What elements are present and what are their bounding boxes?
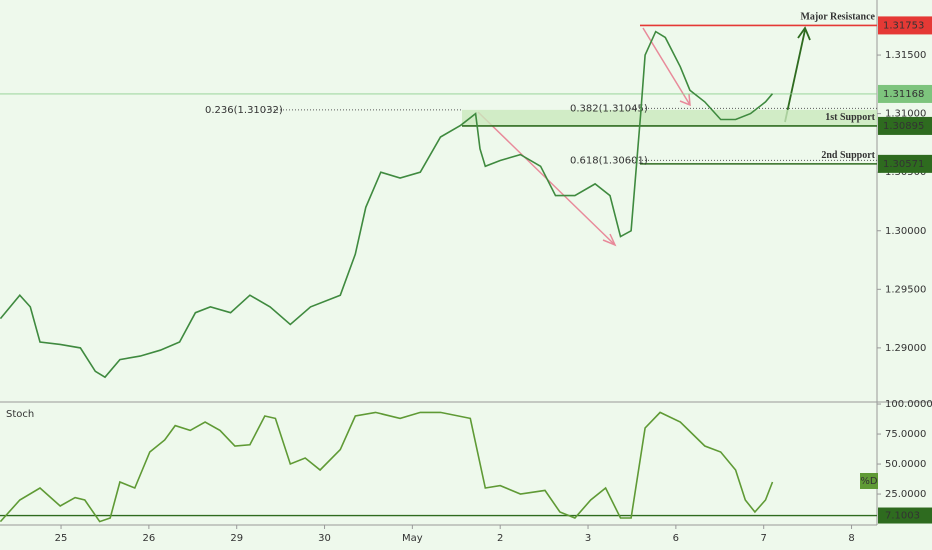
price-pill-label: 1.30571 xyxy=(883,159,924,170)
x-tick-label: 25 xyxy=(55,533,68,544)
support-zone xyxy=(462,109,877,126)
x-tick-label: 2 xyxy=(497,533,503,544)
level-label: Major Resistance xyxy=(800,12,875,23)
x-tick-label: 7 xyxy=(761,533,767,544)
y-tick-label: 1.31000 xyxy=(885,109,926,120)
y-tick-label: 75.0000 xyxy=(885,429,926,440)
green-arrow xyxy=(784,29,806,123)
legend-box xyxy=(860,473,878,489)
y-tick-label: 25.0000 xyxy=(885,489,926,500)
y-tick-label: 1.31500 xyxy=(885,50,926,61)
level-label: 1st Support xyxy=(825,112,875,123)
price-pill-label: 1.30895 xyxy=(883,121,924,132)
x-tick-label: May xyxy=(402,533,423,544)
arrow-head xyxy=(797,26,811,41)
price-pill-label: 1.31168 xyxy=(883,89,924,100)
fib-label: 0.382(1.31045) xyxy=(570,103,648,114)
price-pill-label: 1.31753 xyxy=(883,20,924,31)
x-tick-label: 3 xyxy=(585,533,591,544)
value-pill-label: 7.1003 xyxy=(885,511,920,522)
price-pill xyxy=(878,116,932,135)
y-tick-label: 1.30000 xyxy=(885,226,926,237)
y-tick-label: 1.29500 xyxy=(885,284,926,295)
fib-label: 0.618(1.30601) xyxy=(570,155,648,166)
y-tick-label: 100.0000 xyxy=(885,399,932,410)
x-tick-label: 6 xyxy=(673,533,679,544)
fib-label: 0.236(1.31032) xyxy=(205,105,283,116)
x-tick-label: 26 xyxy=(143,533,156,544)
pane-title: Stoch xyxy=(6,409,34,420)
arrow-head xyxy=(679,93,691,107)
series-line xyxy=(0,411,774,523)
series-line xyxy=(0,30,774,379)
price-pill xyxy=(878,84,932,103)
price-pill xyxy=(878,154,932,173)
y-tick-label: 1.29000 xyxy=(885,343,926,354)
y-tick-label: 50.0000 xyxy=(885,459,926,470)
arrow-head xyxy=(602,233,617,247)
x-tick-label: 29 xyxy=(230,533,243,544)
level-label: 2nd Support xyxy=(821,150,875,161)
legend-label: %D xyxy=(860,476,878,487)
x-tick-label: 8 xyxy=(848,533,854,544)
x-tick-label: 30 xyxy=(318,533,331,544)
price-pill xyxy=(878,16,932,35)
value-pill xyxy=(878,507,932,524)
